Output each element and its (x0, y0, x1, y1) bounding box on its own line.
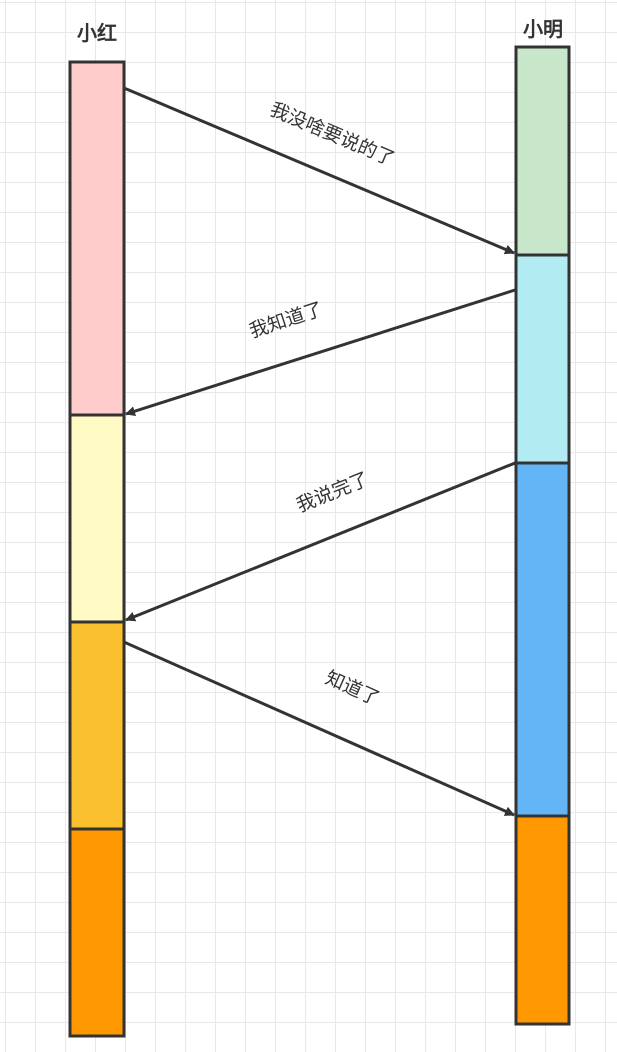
activation-segment-xiaoming-4 (514, 814, 571, 1026)
activation-segment-xiaoming-3 (514, 461, 571, 818)
message-arrow-2 (125, 288, 516, 417)
participant-name-xiaohong: 小红 (77, 21, 117, 45)
activation-segment-xiaohong-4 (68, 827, 126, 1038)
message-arrow-3 (125, 461, 516, 622)
message-label-2: 我知道了 (247, 298, 326, 342)
message-label-4: 知道了 (322, 667, 383, 710)
activation-segment-xiaohong-3 (68, 620, 126, 831)
activation-segment-xiaoming-1 (514, 45, 571, 257)
message-label-3: 我说完了 (293, 468, 372, 517)
participant-name-xiaoming: 小明 (523, 17, 563, 41)
activation-segment-xiaohong-1 (68, 60, 126, 417)
message-arrow-1 (123, 86, 515, 255)
message-arrow-4 (123, 640, 515, 817)
activation-segment-xiaohong-2 (68, 413, 126, 624)
message-label-1: 我没啥要说的了 (267, 98, 398, 170)
activation-segment-xiaoming-2 (514, 253, 571, 465)
